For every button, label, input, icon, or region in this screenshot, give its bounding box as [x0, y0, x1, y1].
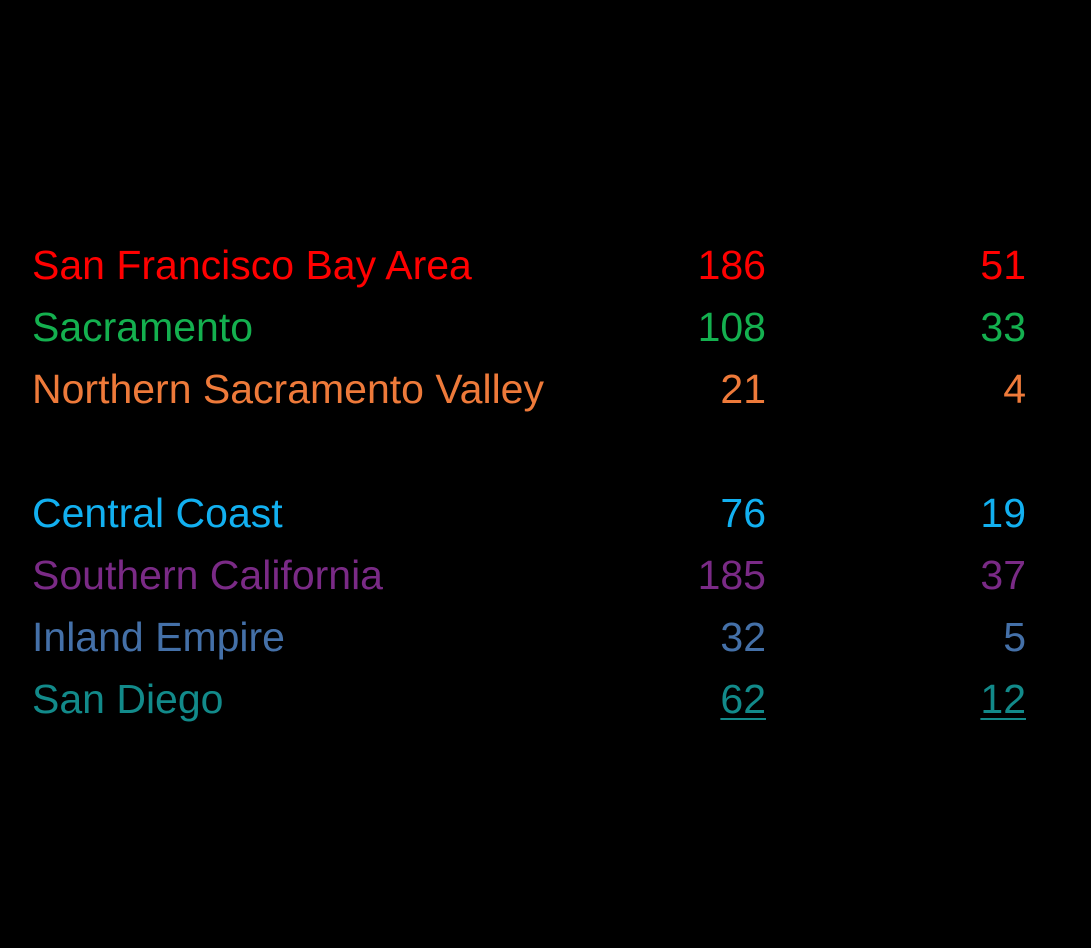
value-cell: 51: [980, 242, 1026, 288]
value-cell: 21: [720, 366, 766, 412]
value-cell: 108: [697, 304, 766, 350]
region-label: Central Coast: [32, 490, 283, 536]
value-cell: 4: [1003, 366, 1026, 412]
value-cell: 19: [980, 490, 1026, 536]
value-cell: 62: [720, 676, 766, 722]
region-label: Southern California: [32, 552, 383, 598]
value-cell: 32: [720, 614, 766, 660]
value-cell: 76: [720, 490, 766, 536]
value-cell: 33: [980, 304, 1026, 350]
value-cell: 37: [980, 552, 1026, 598]
value-cell: 12: [980, 676, 1026, 722]
value-cell: 185: [697, 552, 766, 598]
region-label: San Francisco Bay Area: [32, 242, 472, 288]
value-cell: 186: [697, 242, 766, 288]
value-cell: 5: [1003, 614, 1026, 660]
region-label: Inland Empire: [32, 614, 285, 660]
region-label: San Diego: [32, 676, 224, 722]
region-label: Northern Sacramento Valley: [32, 366, 544, 412]
region-label: Sacramento: [32, 304, 254, 350]
